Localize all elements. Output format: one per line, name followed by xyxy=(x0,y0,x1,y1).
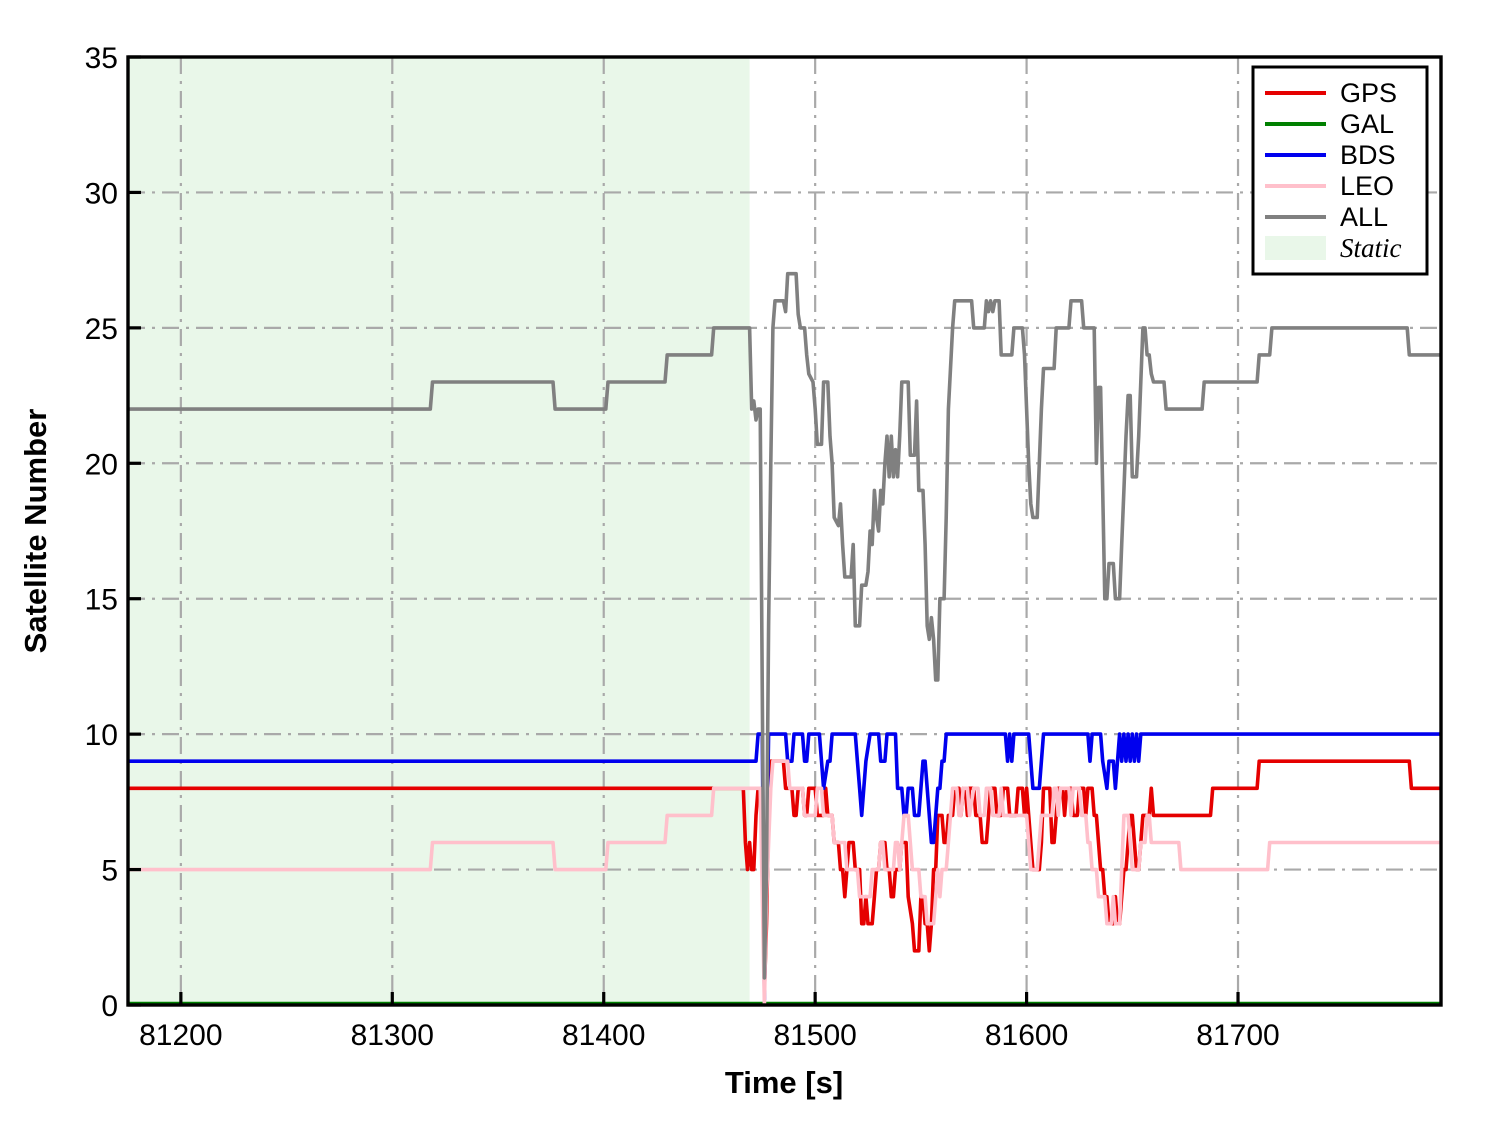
y-tick-label-0: 0 xyxy=(101,990,118,1023)
legend-label-Static: Static xyxy=(1340,233,1402,263)
legend-label-GAL: GAL xyxy=(1340,109,1394,139)
y-tick-label-35: 35 xyxy=(85,42,118,75)
legend-label-ALL: ALL xyxy=(1340,202,1388,232)
y-axis-title: Satellite Number xyxy=(18,409,53,654)
x-tick-label-81600: 81600 xyxy=(985,1019,1068,1052)
y-tick-label-5: 5 xyxy=(101,855,118,888)
plot-frame xyxy=(126,55,1443,1007)
x-tick-label-81700: 81700 xyxy=(1196,1019,1279,1052)
x-tick-label-81400: 81400 xyxy=(562,1019,645,1052)
axes-layer xyxy=(126,55,1443,1007)
series-LEO xyxy=(128,759,1441,1007)
y-tick-label-30: 30 xyxy=(85,177,118,210)
series-ALL xyxy=(128,271,1441,980)
y-tick-label-10: 10 xyxy=(85,719,118,752)
legend-label-GPS: GPS xyxy=(1340,78,1397,108)
series-BDS xyxy=(128,732,1441,1002)
x-tick-label-81300: 81300 xyxy=(351,1019,434,1052)
y-tick-label-20: 20 xyxy=(85,448,118,481)
tick-label-layer: 81200 81300 81400 81500 81600 81700 0 5 10 15 20 25… xyxy=(85,42,1280,1052)
legend-swatch-Static xyxy=(1265,236,1326,260)
y-tick-label-15: 15 xyxy=(85,584,118,617)
x-tick-label-81500: 81500 xyxy=(773,1019,856,1052)
x-axis-title: Time [s] xyxy=(725,1065,843,1100)
y-tick-label-25: 25 xyxy=(85,313,118,346)
legend-label-BDS: BDS xyxy=(1340,140,1396,170)
x-tick-label-81200: 81200 xyxy=(139,1019,222,1052)
static-region xyxy=(128,57,750,1005)
legend-label-LEO: LEO xyxy=(1340,171,1394,201)
static-region-layer xyxy=(128,57,750,1005)
